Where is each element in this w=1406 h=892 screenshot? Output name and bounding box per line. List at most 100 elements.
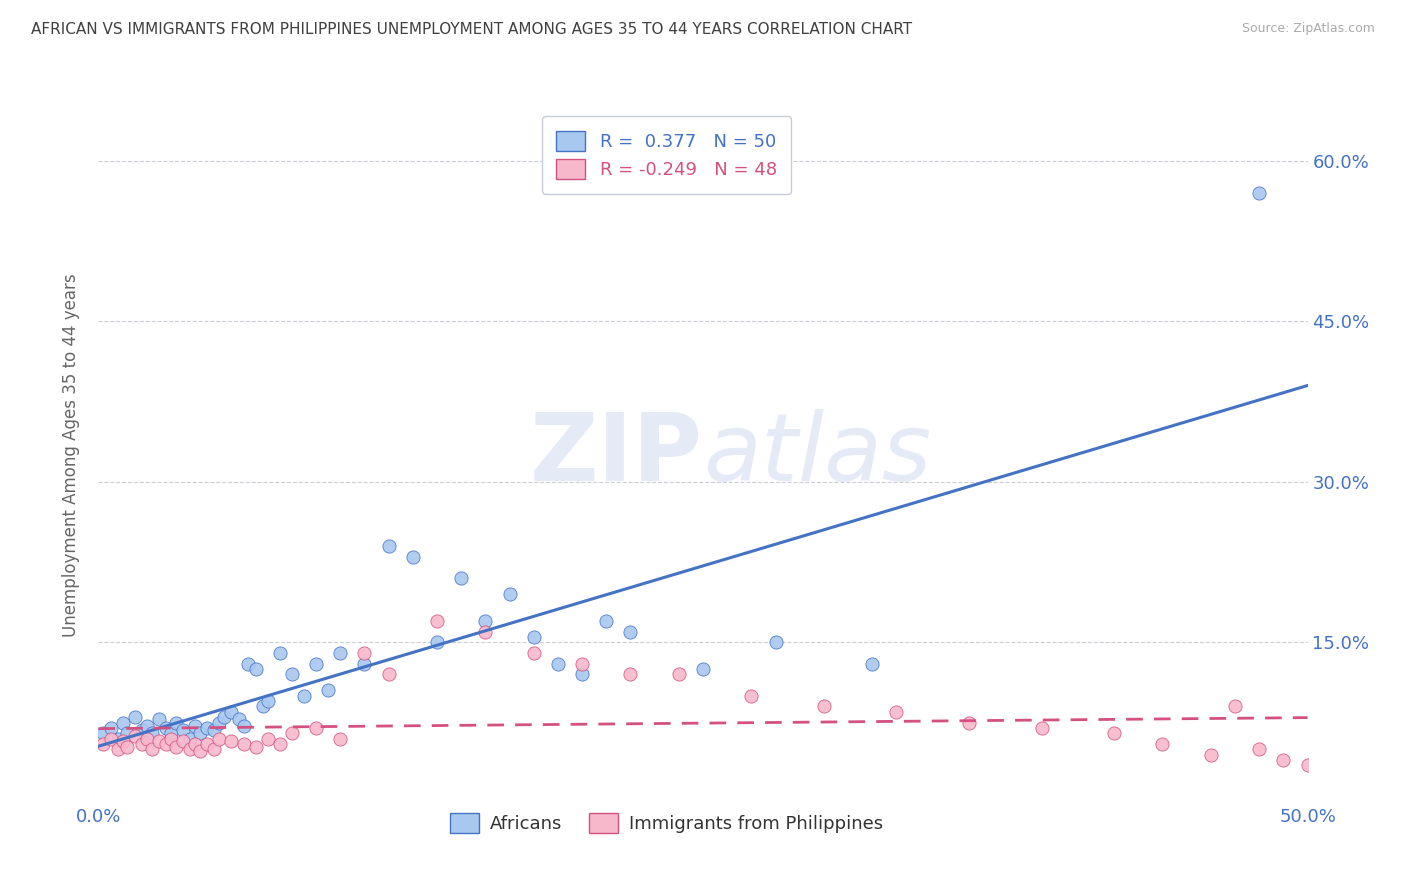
Point	[1152, 737, 1174, 751]
Point	[195, 737, 218, 751]
Point	[179, 731, 201, 746]
Point	[256, 694, 278, 708]
Point	[212, 710, 235, 724]
Point	[100, 721, 122, 735]
Point	[619, 624, 641, 639]
Point	[1199, 747, 1222, 762]
Point	[571, 667, 593, 681]
Point	[135, 719, 157, 733]
Point	[111, 715, 134, 730]
Point	[450, 571, 472, 585]
Point	[111, 733, 134, 747]
Point	[523, 630, 546, 644]
Point	[402, 549, 425, 564]
Point	[141, 726, 163, 740]
Point	[305, 657, 328, 671]
Point	[571, 657, 593, 671]
Point	[329, 646, 352, 660]
Point	[228, 712, 250, 726]
Point	[208, 715, 231, 730]
Point	[886, 705, 908, 719]
Text: Source: ZipAtlas.com: Source: ZipAtlas.com	[1241, 22, 1375, 36]
Point	[135, 731, 157, 746]
Point	[117, 740, 139, 755]
Text: ZIP: ZIP	[530, 409, 703, 501]
Point	[184, 737, 207, 751]
Point	[124, 710, 146, 724]
Point	[232, 719, 254, 733]
Point	[474, 614, 496, 628]
Point	[1031, 721, 1053, 735]
Point	[426, 635, 449, 649]
Point	[329, 731, 352, 746]
Point	[141, 742, 163, 756]
Point	[281, 667, 304, 681]
Point	[117, 726, 139, 740]
Point	[1249, 186, 1271, 200]
Point	[668, 667, 690, 681]
Point	[155, 737, 177, 751]
Point	[595, 614, 617, 628]
Point	[160, 726, 183, 740]
Point	[353, 657, 375, 671]
Point	[269, 646, 291, 660]
Point	[245, 740, 267, 755]
Point	[474, 624, 496, 639]
Point	[957, 715, 980, 730]
Point	[107, 742, 129, 756]
Point	[547, 657, 569, 671]
Point	[1223, 699, 1246, 714]
Point	[765, 635, 787, 649]
Y-axis label: Unemployment Among Ages 35 to 44 years: Unemployment Among Ages 35 to 44 years	[62, 273, 80, 637]
Point	[204, 723, 226, 737]
Point	[100, 731, 122, 746]
Point	[184, 719, 207, 733]
Legend: Africans, Immigrants from Philippines: Africans, Immigrants from Philippines	[441, 804, 893, 842]
Point	[91, 726, 114, 740]
Point	[172, 723, 194, 737]
Point	[316, 683, 339, 698]
Point	[131, 723, 153, 737]
Point	[281, 726, 304, 740]
Point	[292, 689, 315, 703]
Point	[353, 646, 375, 660]
Point	[179, 742, 201, 756]
Point	[305, 721, 328, 735]
Point	[498, 587, 520, 601]
Point	[208, 731, 231, 746]
Point	[188, 726, 211, 740]
Point	[1249, 742, 1271, 756]
Point	[256, 731, 278, 746]
Point	[377, 667, 399, 681]
Point	[740, 689, 762, 703]
Point	[165, 715, 187, 730]
Point	[148, 733, 170, 747]
Point	[131, 737, 153, 751]
Point	[124, 730, 146, 744]
Point	[1102, 726, 1125, 740]
Point	[148, 712, 170, 726]
Point	[160, 731, 183, 746]
Point	[269, 737, 291, 751]
Point	[1272, 753, 1295, 767]
Point	[232, 737, 254, 751]
Text: atlas: atlas	[703, 409, 931, 500]
Point	[813, 699, 835, 714]
Point	[91, 737, 114, 751]
Point	[221, 733, 243, 747]
Point	[619, 667, 641, 681]
Point	[221, 705, 243, 719]
Point	[195, 721, 218, 735]
Point	[245, 662, 267, 676]
Point	[692, 662, 714, 676]
Point	[426, 614, 449, 628]
Point	[188, 744, 211, 758]
Point	[377, 539, 399, 553]
Point	[165, 740, 187, 755]
Point	[1296, 758, 1319, 772]
Point	[204, 742, 226, 756]
Point	[107, 731, 129, 746]
Point	[252, 699, 274, 714]
Point	[172, 733, 194, 747]
Point	[860, 657, 883, 671]
